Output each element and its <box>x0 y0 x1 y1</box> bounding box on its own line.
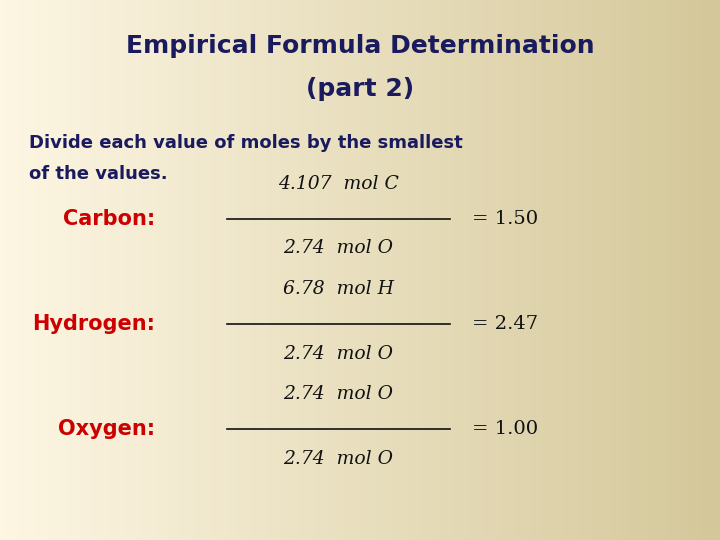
Text: 2.74  mol O: 2.74 mol O <box>284 345 393 363</box>
Text: = 2.47: = 2.47 <box>472 315 538 333</box>
Text: Carbon:: Carbon: <box>63 208 155 229</box>
Text: 4.107  mol C: 4.107 mol C <box>278 174 399 193</box>
Text: 2.74  mol O: 2.74 mol O <box>284 239 393 258</box>
Text: 2.74  mol O: 2.74 mol O <box>284 385 393 403</box>
Text: 2.74  mol O: 2.74 mol O <box>284 450 393 468</box>
Text: (part 2): (part 2) <box>306 77 414 101</box>
Text: Hydrogen:: Hydrogen: <box>32 314 155 334</box>
Text: = 1.00: = 1.00 <box>472 420 538 438</box>
Text: of the values.: of the values. <box>29 165 168 183</box>
Text: = 1.50: = 1.50 <box>472 210 538 228</box>
Text: Oxygen:: Oxygen: <box>58 419 155 440</box>
Text: Empirical Formula Determination: Empirical Formula Determination <box>126 34 594 58</box>
Text: 6.78  mol H: 6.78 mol H <box>283 280 394 298</box>
Text: Divide each value of moles by the smallest: Divide each value of moles by the smalle… <box>29 134 462 152</box>
